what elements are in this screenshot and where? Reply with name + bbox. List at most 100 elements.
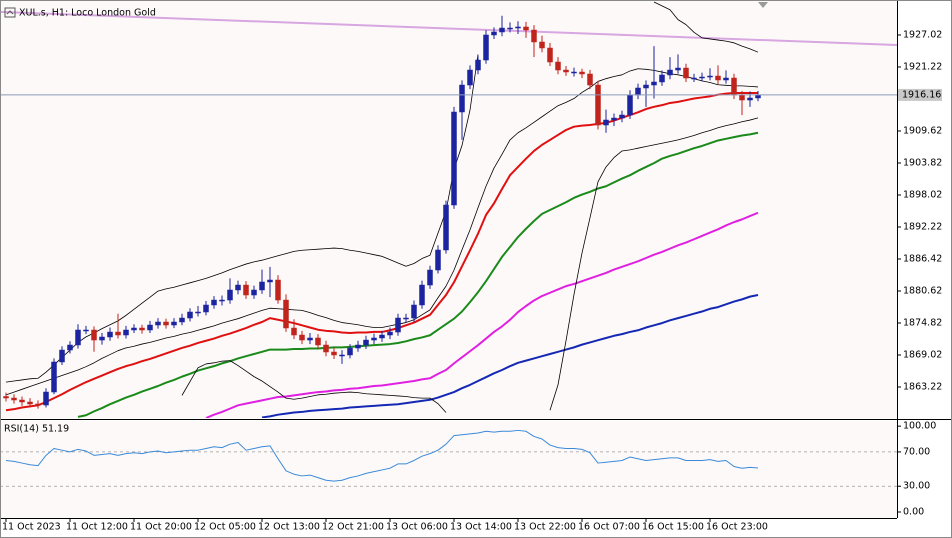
x-tick-label: 13 Oct 06:00 — [386, 522, 448, 533]
rsi-title: RSI(14) 51.19 — [4, 424, 69, 435]
candle-body — [435, 249, 441, 271]
candle-body — [603, 119, 609, 126]
candle-body — [131, 327, 137, 331]
candle-body — [547, 47, 553, 63]
candle-body — [115, 331, 121, 336]
candle-body — [27, 401, 33, 405]
candle-body — [739, 94, 745, 101]
candle-body — [11, 397, 17, 401]
x-tick-label: 13 Oct 22:00 — [514, 522, 576, 533]
candle-body — [747, 97, 753, 101]
rsi-plot-background — [0, 421, 897, 518]
candle-body — [195, 311, 201, 314]
candle-body — [619, 114, 625, 119]
candle-body — [691, 77, 697, 80]
y-tick-label: 1863.22 — [903, 381, 942, 392]
candle-body — [395, 317, 401, 333]
x-tick-label: 12 Oct 05:00 — [194, 522, 256, 533]
symbol-icon-mark — [6, 10, 14, 15]
candle-body — [155, 321, 161, 326]
indicator-line — [77, 131, 759, 418]
candle-body — [611, 117, 617, 121]
candle-body — [467, 69, 473, 86]
candle-body — [3, 396, 9, 399]
candle-body — [35, 403, 41, 406]
candle-body — [499, 27, 505, 33]
candle-body — [19, 399, 25, 403]
y-tick-label: 1874.82 — [903, 317, 942, 328]
candle-body — [635, 87, 641, 96]
x-tick-label: 11 Oct 12:00 — [66, 522, 128, 533]
candle-body — [331, 351, 337, 356]
candle-body — [419, 284, 425, 306]
indicator-line — [261, 293, 759, 418]
shift-marker[interactable] — [758, 2, 768, 8]
y-tick-label: 1909.62 — [903, 125, 942, 136]
current-price-label: 1916.16 — [902, 89, 941, 100]
candle-body — [659, 74, 665, 83]
chart-title: XUL.s, H1: Loco London Gold — [19, 8, 156, 19]
y-tick-label: 1903.82 — [903, 157, 942, 168]
candle-body — [643, 84, 649, 89]
x-tick-label: 12 Oct 13:00 — [258, 522, 320, 533]
candle-body — [171, 321, 177, 326]
indicator-line — [653, 1, 759, 53]
candle-body — [707, 75, 713, 78]
candle-body — [587, 73, 593, 86]
candle-body — [403, 317, 409, 320]
candle-body — [43, 391, 49, 406]
candle-body — [451, 111, 457, 206]
indicator-line — [5, 429, 759, 482]
candle-body — [339, 354, 345, 357]
candle-body — [51, 361, 57, 393]
candle-body — [163, 321, 169, 326]
candle-body — [675, 67, 681, 71]
candle-body — [107, 331, 113, 338]
y-tick-label: 1886.42 — [903, 253, 942, 264]
symbol-icon — [4, 7, 16, 18]
x-tick-label: 12 Oct 21:00 — [322, 522, 384, 533]
x-tick-label: 16 Oct 23:00 — [706, 522, 768, 533]
candle-body — [227, 289, 233, 301]
plot-layer — [0, 1, 897, 487]
candle-body — [411, 304, 417, 319]
candle-body — [683, 67, 689, 79]
candle-body — [91, 329, 97, 341]
candle-body — [235, 284, 241, 291]
candle-body — [539, 41, 545, 49]
candle-body — [243, 284, 249, 296]
candle-body — [139, 327, 145, 331]
candle-body — [363, 339, 369, 346]
candle-body — [475, 59, 481, 71]
candle-body — [715, 75, 721, 81]
y-tick-label: 100.00 — [903, 421, 936, 432]
candle-body — [379, 334, 385, 339]
y-tick-label: 1869.02 — [903, 349, 942, 360]
candle-body — [251, 289, 257, 296]
candle-body — [147, 324, 153, 331]
candle-body — [203, 304, 209, 313]
candle-body — [267, 279, 273, 283]
candle-body — [211, 299, 217, 306]
candle-body — [491, 31, 497, 36]
x-tick-label: 11 Oct 20:00 — [130, 522, 192, 533]
indicator-line — [181, 360, 447, 413]
y-tick-label: 0.00 — [903, 506, 924, 517]
y-tick-label: 1892.22 — [903, 221, 942, 232]
candle-body — [99, 336, 105, 341]
candle-body — [67, 344, 73, 351]
indicator-line — [5, 68, 759, 396]
y-tick-label: 1880.62 — [903, 285, 942, 296]
candle-body — [723, 77, 729, 81]
x-tick-label: 16 Oct 15:00 — [642, 522, 704, 533]
candle-body — [531, 29, 537, 43]
candle-body — [123, 329, 129, 336]
candle-body — [347, 347, 353, 356]
candle-body — [371, 337, 377, 341]
y-tick-label: 1927.02 — [903, 29, 942, 40]
candle-body — [427, 269, 433, 286]
candle-body — [387, 331, 393, 336]
x-tick-label: 11 Oct 2023 — [2, 522, 61, 533]
candle-body — [283, 299, 289, 329]
